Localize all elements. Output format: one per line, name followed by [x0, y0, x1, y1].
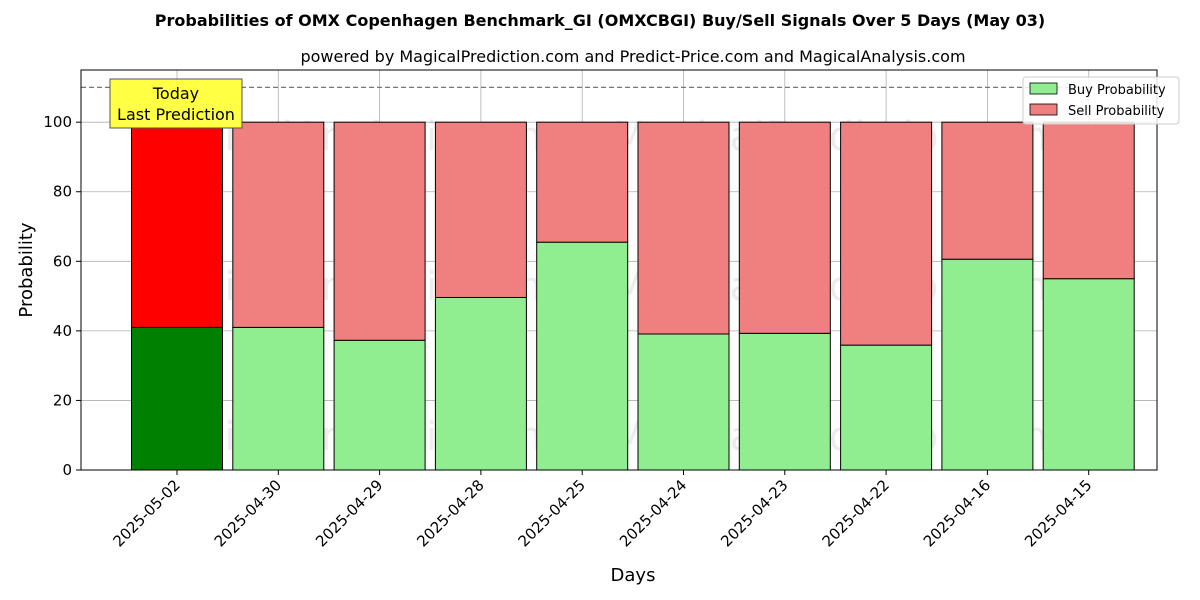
- bar-sell: [434, 121, 527, 298]
- bar-buy: [738, 332, 831, 471]
- legend-label-sell: Sell Probability: [1068, 104, 1165, 119]
- x-axis-label: Days: [611, 565, 656, 586]
- bar-buy: [1042, 278, 1135, 471]
- chart-title: Probabilities of OMX Copenhagen Benchmar…: [155, 11, 1045, 30]
- bar-sell: [536, 121, 629, 243]
- legend-swatch-sell: [1029, 103, 1058, 116]
- bar-buy: [333, 339, 426, 471]
- x-tick-label: 2025-04-15: [1021, 476, 1095, 550]
- x-tick-label: 2025-04-23: [717, 476, 791, 550]
- legend: Buy Probability Sell Probability: [1022, 76, 1180, 125]
- bar-buy: [637, 333, 730, 471]
- y-tick-label: 20: [53, 391, 72, 409]
- y-tick-label: 80: [53, 183, 72, 201]
- bar-sell: [637, 121, 730, 335]
- annotation-line2: Last Prediction: [117, 105, 235, 124]
- annotation-line1: Today: [152, 84, 199, 103]
- bar-buy: [536, 241, 629, 471]
- y-tick-label: 0: [62, 461, 72, 479]
- bar-buy: [941, 258, 1034, 471]
- bar-sell: [840, 121, 933, 346]
- bar-sell: [738, 121, 831, 334]
- y-tick-label: 100: [43, 113, 72, 131]
- x-tick-label: 2025-05-02: [109, 476, 183, 550]
- bar-sell: [1042, 121, 1135, 280]
- bar-buy: [131, 326, 223, 471]
- plot-frame: [80, 69, 1158, 471]
- x-tick-label: 2025-04-24: [616, 476, 690, 550]
- y-tick-label: 60: [53, 252, 72, 270]
- x-tick-label: 2025-04-28: [413, 476, 487, 550]
- x-tick-label: 2025-04-25: [515, 476, 589, 550]
- x-tick-label: 2025-04-22: [819, 476, 893, 550]
- bar-sell: [333, 121, 426, 341]
- bar-sell: [232, 121, 325, 328]
- bar-sell: [131, 121, 223, 328]
- annotation-box: [109, 78, 243, 129]
- legend-frame: [1022, 76, 1180, 125]
- y-axis-label: Probability: [16, 222, 37, 317]
- bar-buy: [232, 326, 325, 471]
- bar-buy: [434, 296, 527, 471]
- legend-label-buy: Buy Probability: [1068, 83, 1166, 98]
- y-tick-label: 40: [53, 322, 72, 340]
- annotation: Today Last Prediction: [109, 78, 243, 129]
- x-tick-label: 2025-04-16: [920, 476, 994, 550]
- bar-sell: [941, 121, 1034, 260]
- bar-layer: [131, 121, 1135, 471]
- x-tick-label: 2025-04-30: [211, 476, 285, 550]
- legend-swatch-buy: [1029, 82, 1058, 95]
- x-tick-label: 2025-04-29: [312, 476, 386, 550]
- bar-buy: [840, 344, 933, 471]
- chart-subtitle: powered by MagicalPrediction.com and Pre…: [300, 47, 965, 66]
